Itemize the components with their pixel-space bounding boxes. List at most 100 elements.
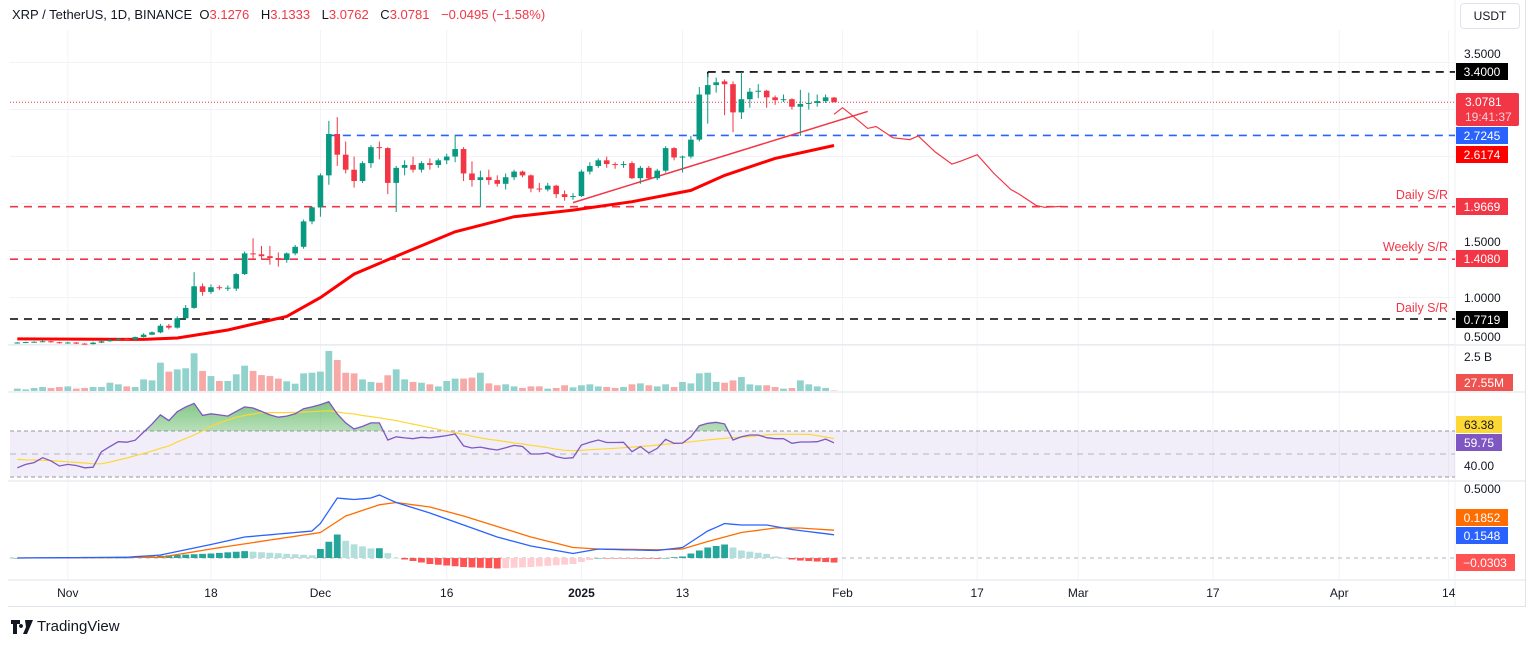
volume-bar: [131, 387, 139, 391]
macd-histogram-bar: [830, 558, 838, 563]
candle: [595, 160, 602, 166]
macd-histogram-bar: [249, 551, 257, 558]
candle: [56, 342, 63, 344]
volume-bar: [333, 359, 341, 391]
candle: [654, 170, 661, 179]
candle: [65, 342, 71, 344]
macd-histogram-bar: [384, 553, 392, 558]
candle: [704, 85, 711, 95]
candle: [553, 185, 559, 195]
candle: [81, 343, 88, 345]
macd-histogram-bar: [754, 552, 762, 558]
candles-pane: [14, 71, 1062, 345]
macd-histogram-bar: [342, 540, 350, 558]
macd-histogram-bar: [375, 548, 383, 558]
volume-bar: [392, 369, 400, 391]
ma-badge: 2.6174: [1456, 146, 1508, 163]
volume-bar: [527, 386, 535, 391]
candle: [157, 325, 164, 333]
macd-histogram-bar: [636, 558, 644, 559]
candle: [241, 253, 248, 275]
macd-histogram-bar: [359, 546, 366, 558]
resistance-badge: 3.4000: [1456, 63, 1508, 80]
volume-bar: [157, 362, 164, 391]
volume-bar: [468, 377, 476, 391]
macd-histogram-bar: [283, 553, 291, 558]
change-value: −0.0495 (−1.58%): [441, 7, 546, 22]
rsi-ma-line: [17, 410, 835, 465]
volume-bar: [342, 372, 350, 391]
volume-bar: [173, 369, 181, 391]
volume-tick: 2.5 B: [1464, 350, 1492, 364]
macd-histogram-bar: [300, 554, 307, 558]
volume-bar: [215, 380, 223, 391]
candle: [578, 171, 585, 197]
volume-bar: [39, 387, 46, 391]
candle: [536, 188, 543, 190]
rsi-tick: 40.00: [1464, 459, 1494, 473]
candle: [225, 287, 231, 289]
price-axis[interactable]: 3.5000 1.5000 1.0000 0.5000 2.5 B 40.00 …: [1464, 47, 1501, 496]
price-tick: 1.0000: [1464, 291, 1501, 305]
macd-histogram-bar: [274, 553, 282, 558]
macd-histogram-bar: [653, 558, 661, 559]
symbol-title[interactable]: XRP / TetherUS, 1D, BINANCE: [12, 7, 193, 22]
candle: [326, 133, 332, 176]
macd-histogram-bar: [628, 558, 636, 559]
macd-histogram-bar: [401, 558, 409, 560]
macd-histogram-bar: [695, 550, 703, 558]
volume-bar: [56, 387, 63, 391]
high-label: H: [260, 7, 271, 22]
blue-level-text: 2.7245: [1464, 129, 1501, 143]
candle: [502, 177, 509, 184]
volume-bar: [401, 379, 409, 391]
macd-signal-text: 0.1852: [1464, 511, 1501, 525]
tradingview-logo[interactable]: TradingView: [11, 618, 120, 635]
macd-histogram-bar: [721, 544, 728, 558]
chart-frame: [8, 0, 1526, 607]
volume-bar: [426, 384, 434, 391]
macd-histogram-bar: [510, 558, 518, 568]
candle: [755, 90, 762, 92]
rsi-ma-text: 63.38: [1464, 418, 1494, 432]
macd-histogram-bar: [670, 557, 678, 558]
weekly-sr-text: 1.4080: [1464, 252, 1501, 266]
candle: [460, 149, 467, 174]
last-price-text: 3.0781: [1465, 95, 1502, 109]
low-label: L: [321, 7, 329, 22]
candle: [90, 342, 96, 345]
volume-bar: [232, 374, 240, 391]
volume-bar: [300, 373, 307, 391]
volume-bar: [384, 375, 392, 391]
low-value: 3.0762: [328, 7, 369, 22]
candle: [300, 221, 307, 247]
macd-line: [17, 494, 835, 559]
macd-histogram-bar: [805, 558, 813, 562]
candle: [797, 103, 804, 107]
candle: [452, 149, 458, 157]
volume-bar: [477, 372, 484, 391]
candle: [570, 196, 576, 198]
candle: [822, 97, 829, 102]
candle: [149, 332, 155, 335]
candle: [258, 254, 265, 257]
time-label: Feb: [832, 586, 853, 600]
volume-bar: [241, 365, 249, 391]
candle: [469, 173, 475, 181]
macd-histogram-bar: [578, 558, 585, 562]
rsi-text: 59.75: [1464, 436, 1494, 450]
time-axis[interactable]: Nov 18 Dec 16 2025 13 Feb 17 Mar 17 Apr 14: [57, 586, 1456, 600]
open-label: O: [199, 7, 210, 22]
candle: [494, 180, 501, 184]
candle: [587, 165, 593, 172]
currency-button[interactable]: USDT: [1460, 3, 1520, 29]
candle: [309, 207, 315, 222]
candle: [250, 253, 256, 255]
volume-bar: [670, 387, 678, 391]
candle: [528, 175, 534, 189]
candle: [107, 339, 113, 342]
macd-histogram-bar: [687, 553, 695, 558]
volume-bar: [72, 388, 80, 391]
macd-signal-badge: 0.1852: [1456, 509, 1508, 526]
